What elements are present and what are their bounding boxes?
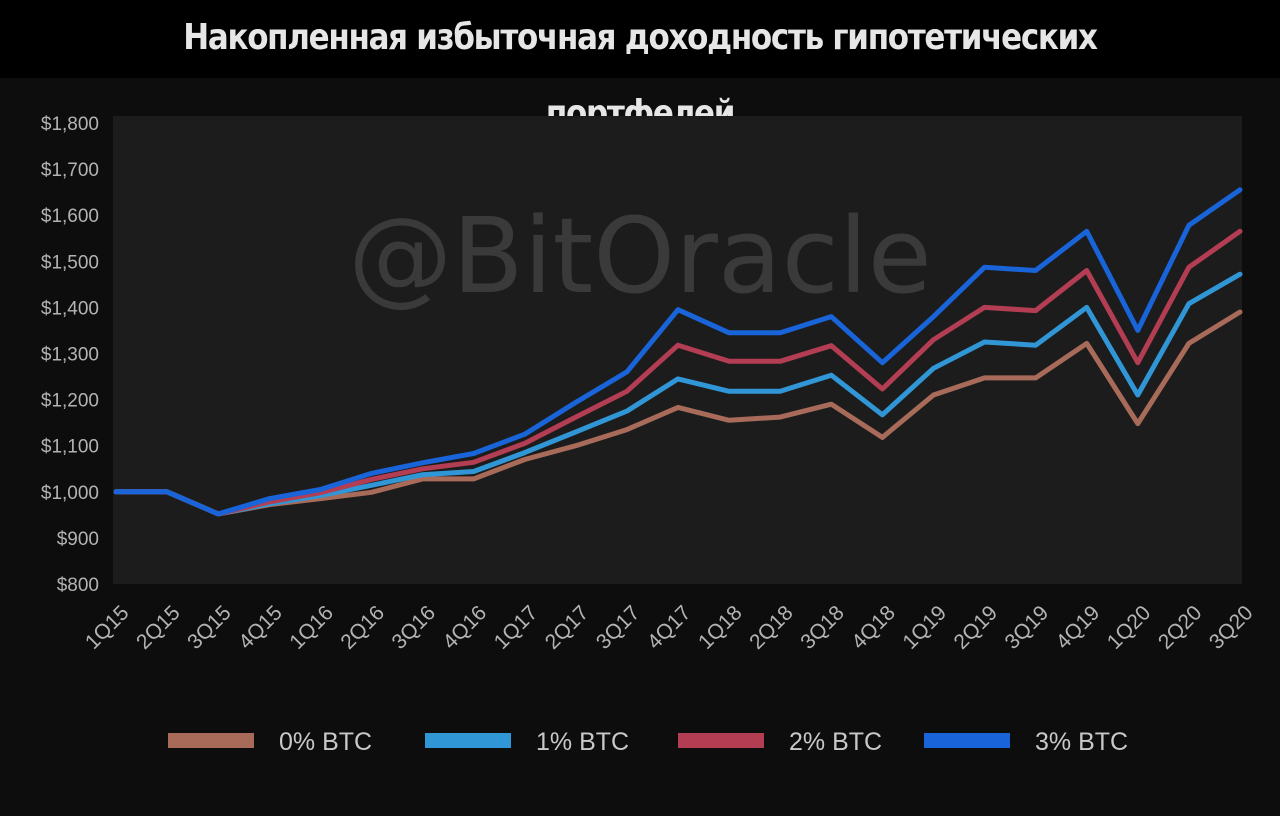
x-tick-label: 3Q19 [1001, 601, 1054, 654]
y-axis: $800 $900 $1,000 $1,100 $1,200 $1,300 $1,400 $1… [41, 114, 99, 596]
legend-label: 2% BTC [789, 728, 882, 756]
x-tick-label: 4Q18 [847, 601, 900, 654]
x-tick-label: 3Q20 [1205, 601, 1258, 654]
y-tick-label: $1,000 [41, 483, 99, 504]
x-tick-label: 2Q20 [1154, 601, 1207, 654]
x-tick-label: 1Q16 [285, 601, 338, 654]
x-tick-label: 3Q18 [796, 601, 849, 654]
x-tick-label: 2Q18 [745, 601, 798, 654]
legend-label: 1% BTC [536, 728, 629, 756]
x-tick-label: 1Q20 [1103, 601, 1156, 654]
legend-swatch [678, 733, 764, 748]
x-tick-label: 2Q15 [132, 601, 185, 654]
x-tick-label: 1Q18 [694, 601, 747, 654]
y-tick-label: $1,500 [41, 252, 99, 273]
chart-title: Накопленная избыточная доходность гипоте… [183, 17, 1098, 134]
series-line-2 [113, 228, 1243, 517]
x-tick-label: 4Q16 [439, 601, 492, 654]
x-tick-label: 4Q15 [234, 601, 287, 654]
y-tick-label: $1,400 [41, 298, 99, 319]
series-layer [113, 187, 1243, 517]
legend-label: 0% BTC [279, 728, 372, 756]
legend-label: 3% BTC [1035, 728, 1128, 756]
watermark: @BitOracle [348, 195, 931, 317]
x-tick-label: 1Q17 [490, 601, 543, 654]
y-tick-label: $1,600 [41, 206, 99, 227]
x-tick-label: 4Q17 [643, 601, 696, 654]
y-tick-label: $1,100 [41, 437, 99, 458]
x-tick-label: 3Q17 [592, 601, 645, 654]
y-tick-label: $1,700 [41, 160, 99, 181]
x-tick-label: 2Q16 [336, 601, 389, 654]
x-tick-label: 1Q15 [81, 601, 134, 654]
x-tick-label: 4Q19 [1052, 601, 1105, 654]
y-tick-label: $1,300 [41, 345, 99, 366]
legend: 0% BTC 1% BTC 2% BTC 3% BTC [168, 728, 1128, 756]
x-tick-label: 2Q17 [541, 601, 594, 654]
legend-swatch [924, 733, 1010, 748]
plot-area [113, 116, 1242, 584]
x-tick-label: 3Q15 [183, 601, 236, 654]
x-tick-label: 1Q19 [898, 601, 951, 654]
title-bar [0, 0, 1280, 78]
y-tick-label: $800 [57, 575, 99, 596]
legend-swatch [168, 733, 254, 748]
y-tick-label: $900 [57, 529, 99, 550]
legend-swatch [425, 733, 511, 748]
y-tick-label: $1,200 [41, 391, 99, 412]
y-tick-label: $1,800 [41, 114, 99, 135]
x-tick-label: 2Q19 [949, 601, 1002, 654]
x-axis: 1Q152Q153Q154Q151Q162Q163Q164Q161Q172Q17… [81, 601, 1258, 654]
x-tick-label: 3Q16 [387, 601, 440, 654]
series-line-3 [113, 187, 1243, 517]
